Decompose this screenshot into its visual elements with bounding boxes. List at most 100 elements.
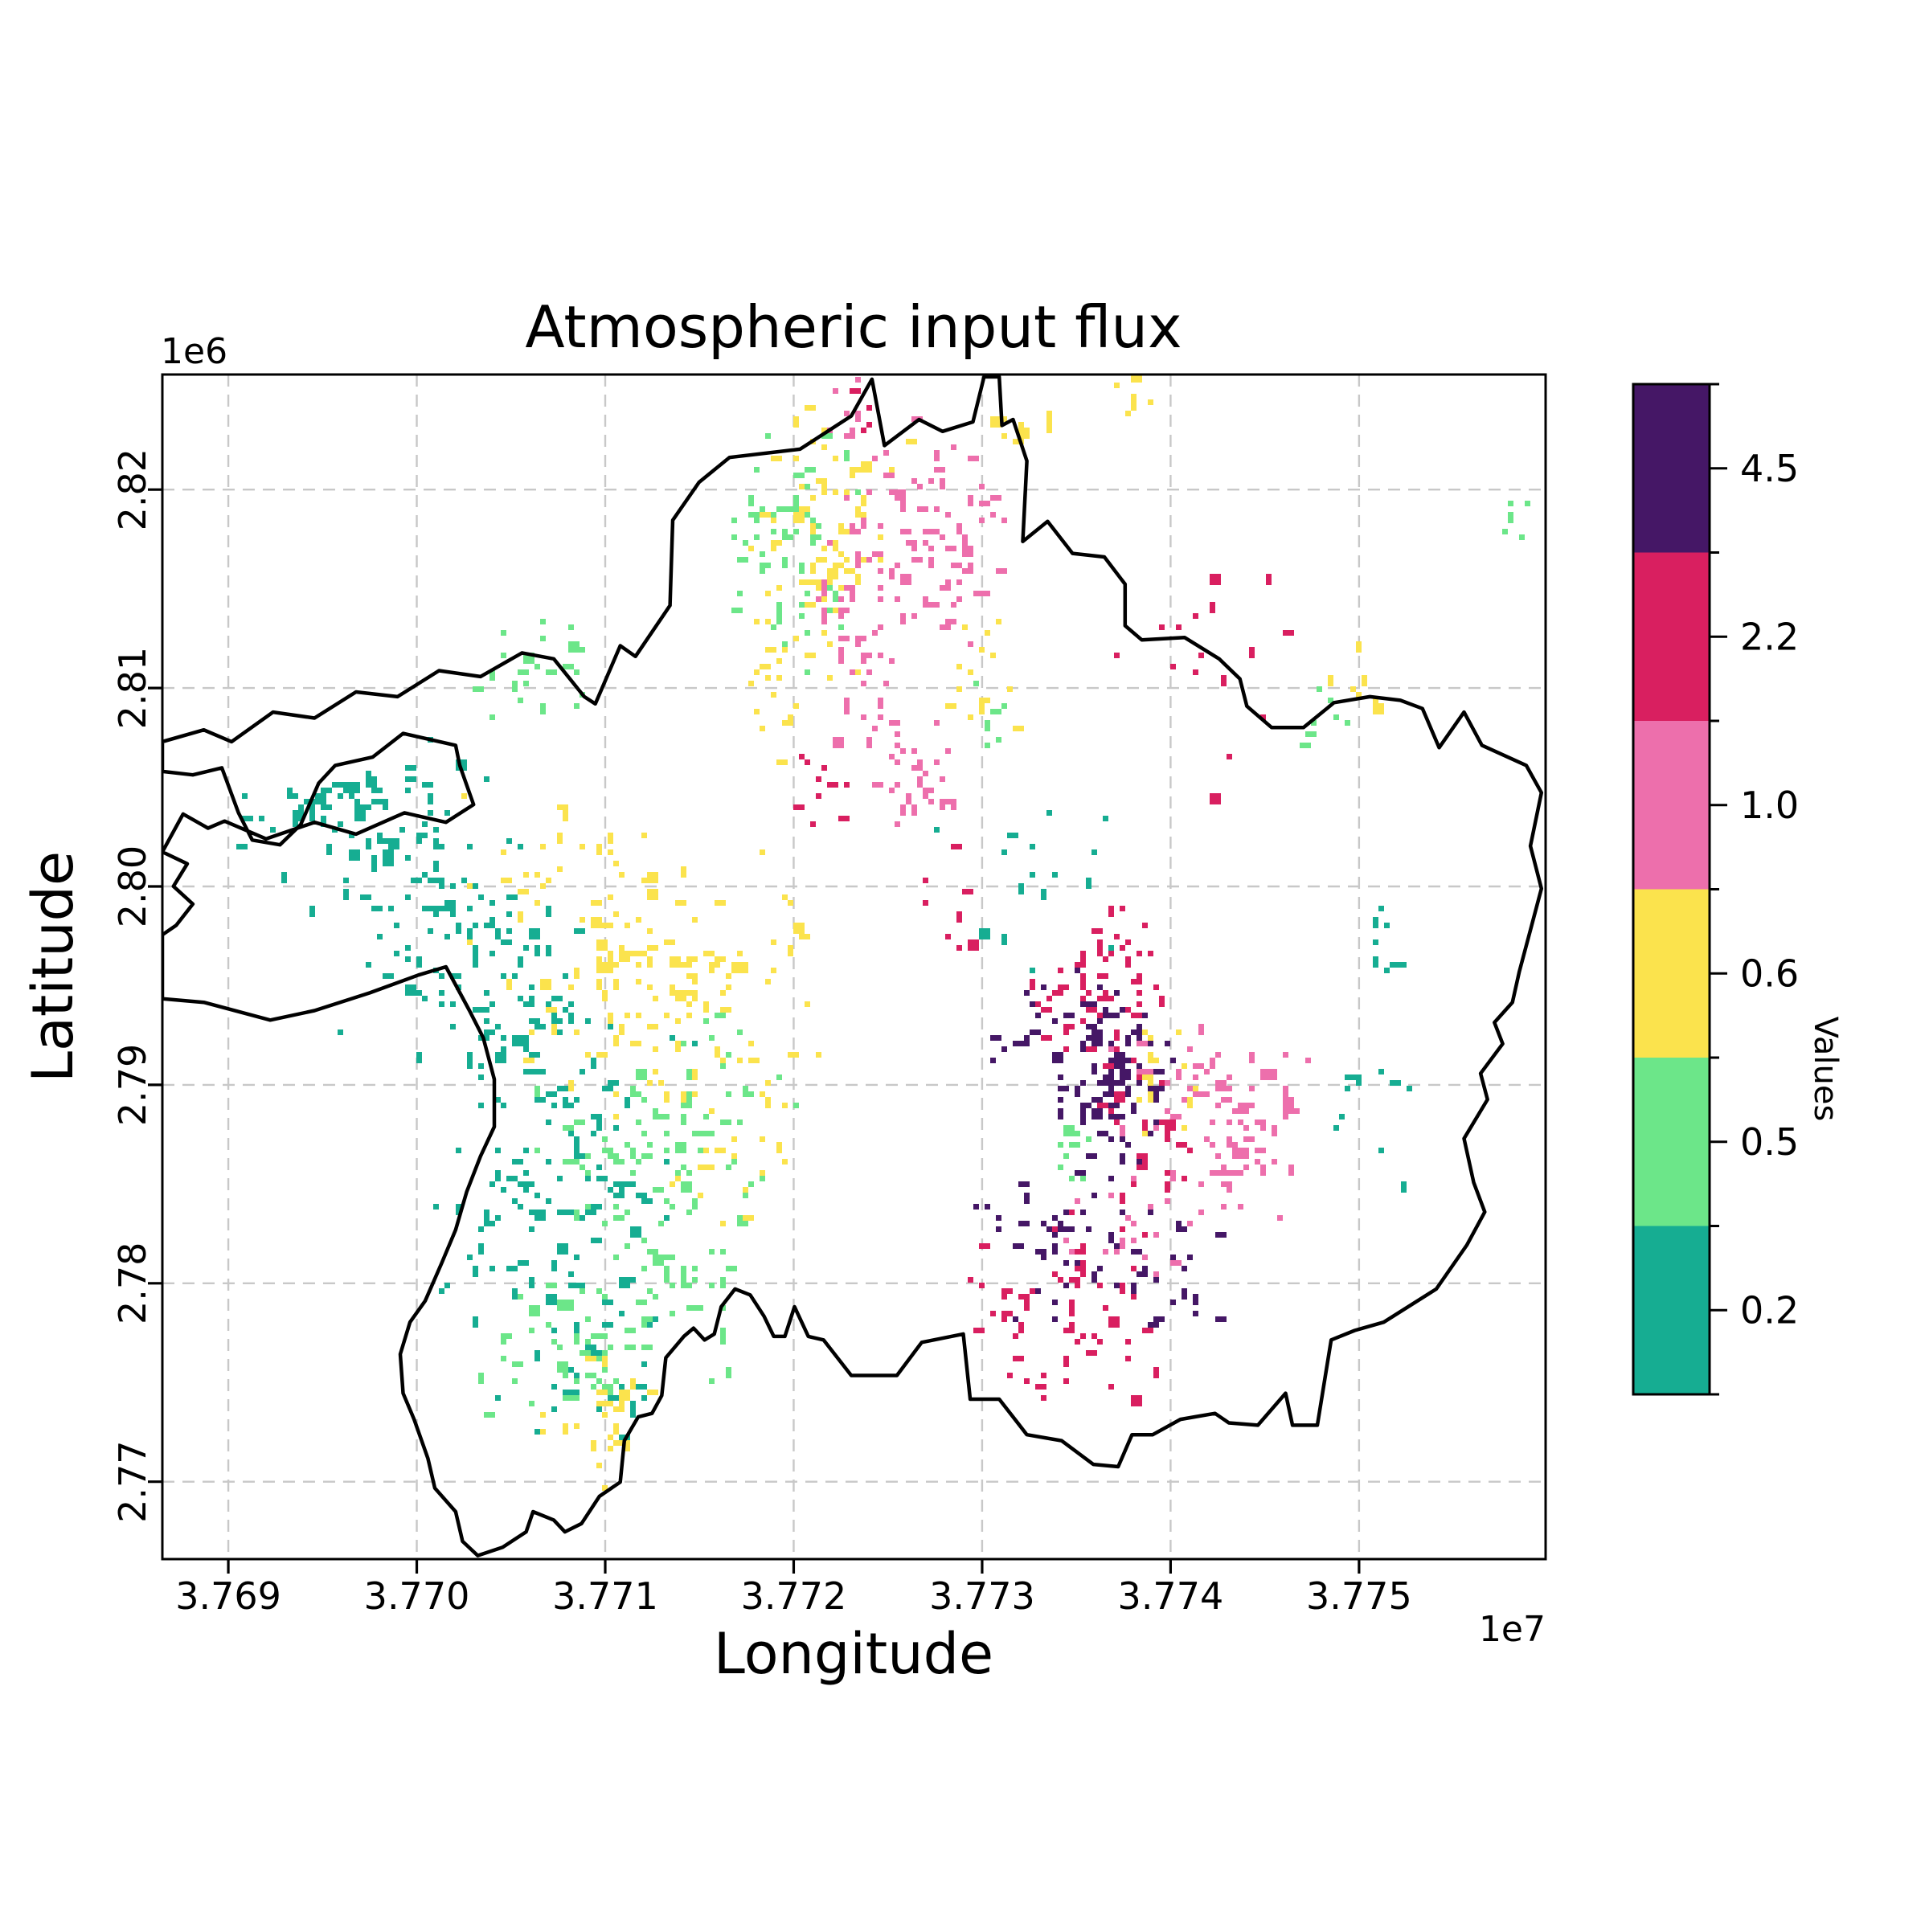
- raster-cell: [923, 788, 928, 799]
- raster-cell: [1373, 956, 1378, 968]
- raster-cell: [1378, 1069, 1384, 1074]
- raster-cell: [715, 1013, 726, 1018]
- raster-cell: [1080, 1103, 1086, 1108]
- raster-cell: [489, 951, 495, 956]
- raster-cell: [844, 709, 850, 714]
- raster-cell: [709, 1378, 715, 1384]
- raster-cell: [641, 1395, 647, 1401]
- raster-cell: [596, 1406, 602, 1412]
- raster-cell: [681, 1091, 686, 1103]
- raster-cell: [1063, 1024, 1075, 1029]
- raster-cell: [692, 1266, 698, 1271]
- raster-cell: [636, 1300, 641, 1305]
- raster-cell: [1097, 1108, 1103, 1119]
- raster-cell: [574, 1210, 580, 1221]
- raster-cell: [495, 928, 501, 939]
- raster-cell: [523, 945, 529, 951]
- raster-cell: [1142, 1328, 1153, 1333]
- raster-cell: [557, 1367, 563, 1373]
- raster-cell: [1120, 1058, 1131, 1063]
- raster-cell: [518, 1361, 523, 1367]
- raster-cell: [934, 827, 940, 833]
- raster-cell: [489, 1029, 495, 1035]
- raster-cell: [366, 962, 371, 968]
- raster-cell: [1227, 1074, 1232, 1080]
- raster-cell: [765, 1097, 771, 1108]
- raster-cell: [1103, 973, 1108, 979]
- raster-cell: [1373, 709, 1384, 714]
- raster-cell: [1091, 1271, 1097, 1283]
- raster-cell: [1170, 1114, 1182, 1119]
- raster-cell: [321, 793, 326, 799]
- raster-cell: [900, 529, 911, 534]
- colorbar-band: [1633, 1058, 1710, 1226]
- raster-cell: [1373, 703, 1384, 709]
- raster-cell: [1238, 1103, 1249, 1114]
- raster-cell: [805, 759, 810, 765]
- raster-cell: [703, 1001, 709, 1013]
- raster-cell: [985, 720, 990, 731]
- x-tick-label: 3.770: [364, 1574, 470, 1618]
- raster-cell: [585, 1170, 591, 1176]
- raster-cell: [866, 489, 872, 495]
- raster-cell: [816, 596, 821, 602]
- raster-cell: [979, 501, 985, 506]
- raster-cell: [1097, 1266, 1103, 1271]
- raster-cell: [602, 1148, 613, 1153]
- raster-cell: [1018, 883, 1024, 894]
- raster-cell: [889, 720, 900, 726]
- raster-cell: [968, 563, 973, 574]
- raster-cell: [1114, 1243, 1120, 1249]
- raster-cell: [1153, 984, 1159, 990]
- raster-cell: [731, 962, 743, 973]
- raster-cell: [996, 1215, 1001, 1221]
- raster-cell: [546, 1294, 557, 1305]
- raster-cell: [664, 1198, 670, 1204]
- raster-cell: [518, 911, 523, 923]
- raster-cell: [664, 1114, 670, 1119]
- raster-cell: [523, 1148, 529, 1153]
- raster-cell: [709, 962, 715, 968]
- raster-cell: [945, 619, 956, 624]
- y-tick-label: 2.80: [111, 845, 154, 927]
- raster-cell: [405, 945, 411, 951]
- raster-cell: [855, 489, 861, 495]
- raster-cell: [1373, 923, 1378, 928]
- raster-cell: [670, 1283, 675, 1288]
- raster-cell: [1063, 1013, 1075, 1018]
- raster-cell: [625, 1446, 630, 1451]
- raster-cell: [371, 782, 377, 793]
- raster-cell: [630, 1170, 636, 1176]
- raster-cell: [1373, 698, 1378, 703]
- raster-cell: [1193, 1091, 1198, 1097]
- colorbar-band: [1633, 721, 1710, 890]
- raster-cell: [928, 546, 934, 551]
- raster-cell: [1086, 1226, 1091, 1232]
- raster-cell: [580, 917, 585, 923]
- raster-cell: [551, 1260, 557, 1271]
- raster-cell: [692, 917, 698, 923]
- raster-cell: [1052, 1226, 1058, 1232]
- raster-cell: [793, 703, 799, 709]
- raster-cell: [1075, 1142, 1080, 1148]
- raster-cell: [940, 624, 951, 630]
- raster-cell: [844, 557, 850, 563]
- colorbar-label: Values: [1807, 1017, 1844, 1122]
- raster-cell: [540, 1097, 546, 1103]
- raster-cell: [1148, 1086, 1159, 1091]
- raster-cell: [1035, 1384, 1046, 1390]
- raster-cell: [467, 934, 473, 939]
- raster-cell: [951, 563, 962, 568]
- raster-cell: [1131, 1283, 1137, 1288]
- raster-cell: [518, 1159, 523, 1165]
- raster-cell: [574, 928, 585, 934]
- raster-cell: [1260, 1119, 1266, 1131]
- raster-cell: [1114, 1013, 1120, 1018]
- raster-cell: [670, 956, 681, 968]
- raster-cell: [805, 512, 810, 518]
- raster-cell: [805, 591, 810, 596]
- raster-cell: [782, 506, 793, 512]
- raster-cell: [456, 923, 461, 934]
- raster-cell: [349, 849, 354, 861]
